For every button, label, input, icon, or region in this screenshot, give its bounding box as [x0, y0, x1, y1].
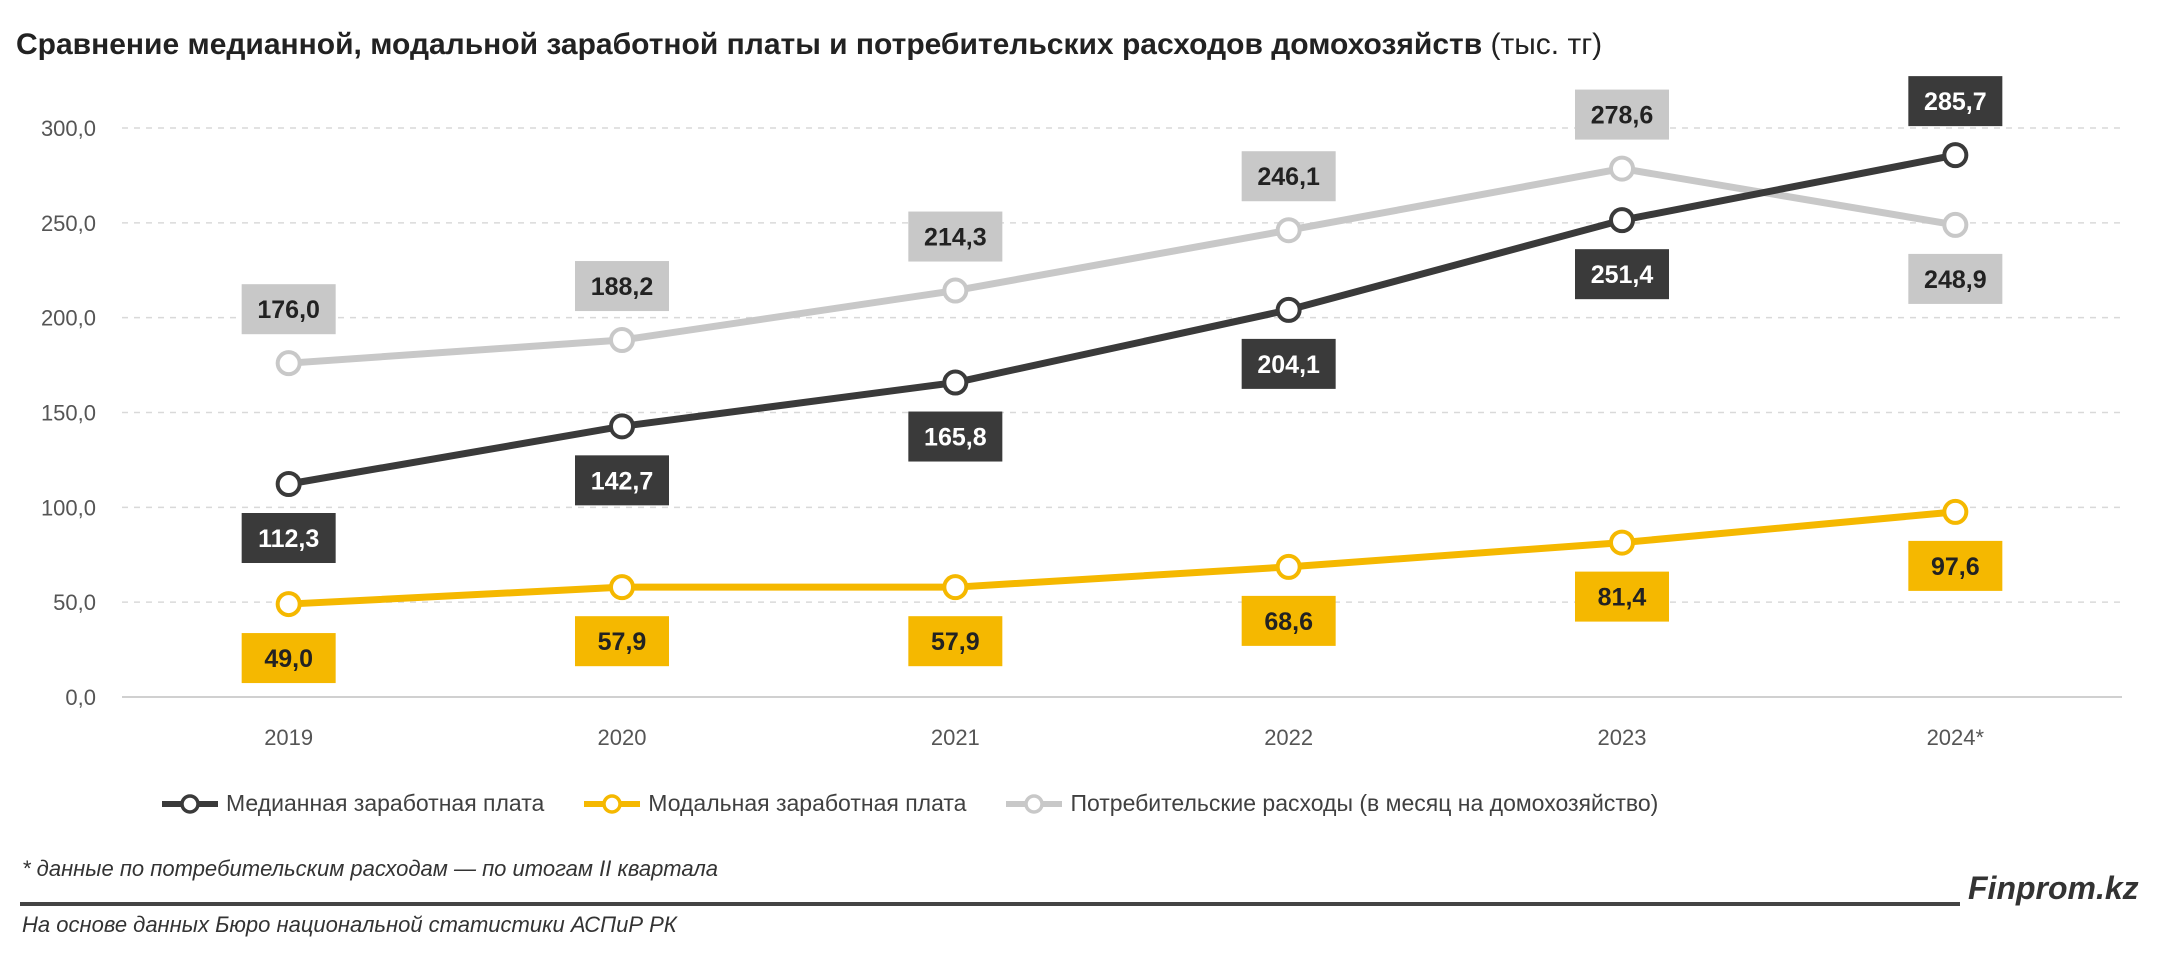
data-label-box: [1575, 571, 1669, 622]
series-line: [288, 508, 1956, 608]
y-tick-label: 50,0: [53, 590, 96, 615]
data-label: 285,7: [1924, 88, 1987, 116]
legend-label: Потребительские расходы (в месяц на домо…: [1070, 790, 1659, 816]
data-point: [1942, 211, 1969, 238]
data-label: 165,8: [924, 424, 987, 452]
series-line: [288, 151, 1957, 488]
title-unit: (тыс. тг): [1490, 28, 1603, 61]
y-tick-label: 0,0: [65, 685, 96, 710]
data-label-box: [908, 411, 1003, 462]
data-point: [609, 413, 635, 440]
data-point: [1275, 553, 1302, 580]
y-tick-label: 250,0: [41, 211, 96, 236]
data-point: [1942, 498, 1969, 525]
source-note: На основе данных Бюро национальной стати…: [22, 912, 677, 937]
data-label-box: [1241, 595, 1336, 646]
data-point: [275, 591, 302, 618]
data-label: 112,3: [258, 525, 319, 553]
data-point: [609, 327, 635, 354]
data-label: 49,0: [264, 645, 313, 673]
data-point: [1942, 142, 1969, 169]
line-chart: 0,0 50,0 100,0 150,0 200,0 250,0 300,0 2019 2020…: [41, 76, 2122, 750]
data-label: 214,3: [924, 224, 987, 252]
data-point: [942, 574, 969, 601]
data-point: [942, 369, 969, 396]
legend-item: Потребительские расходы (в месяц на домо…: [1004, 790, 1658, 817]
legend-marker-icon: [162, 793, 218, 814]
data-label: 251,4: [1591, 261, 1654, 289]
data-label-box: [908, 211, 1003, 262]
x-tick-label: 2023: [1598, 725, 1647, 750]
legend-item: Модальная заработная плата: [582, 790, 966, 817]
data-label-box: [1575, 249, 1669, 300]
data-point: [275, 471, 302, 498]
data-label-box: [1908, 253, 2003, 304]
data-label: 246,1: [1257, 163, 1320, 191]
data-label: 142,7: [591, 467, 654, 495]
data-label: 204,1: [1257, 351, 1320, 379]
divider: [20, 902, 1960, 906]
legend-marker-icon: [1006, 793, 1063, 814]
data-label: 176,0: [257, 296, 320, 324]
x-tick-label: 2021: [931, 725, 980, 750]
data-label: 68,6: [1264, 608, 1313, 636]
y-tick-label: 200,0: [41, 306, 96, 331]
data-label-box: [1908, 76, 2003, 127]
data-label-box: [908, 616, 1003, 667]
legend: Медианная заработная плата Модальная зара…: [160, 790, 1658, 817]
title-text: Сравнение медианной, модальной заработно…: [16, 28, 1483, 61]
legend-label: Модальная заработная плата: [648, 790, 967, 816]
data-label-box: [1908, 540, 2003, 591]
data-point: [1609, 155, 1635, 182]
y-tick-label: 300,0: [41, 116, 96, 141]
data-point: [942, 277, 969, 304]
data-label-box: [575, 455, 669, 506]
data-label-box: [241, 513, 336, 564]
legend-marker-icon: [584, 793, 641, 814]
x-tick-label: 2020: [598, 725, 647, 750]
brand-logo: Finprom.kz: [1968, 870, 2139, 906]
data-label-box: [1241, 338, 1336, 389]
data-label-box: [575, 616, 669, 667]
chart-title: Сравнение медианной, модальной заработно…: [16, 28, 1602, 62]
x-tick-label: 2024*: [1927, 725, 1985, 750]
data-point: [609, 574, 635, 601]
x-tick-label: 2019: [264, 725, 313, 750]
data-label: 248,9: [1924, 266, 1987, 294]
legend-label: Медианная заработная плата: [226, 790, 545, 816]
data-label: 97,6: [1931, 553, 1980, 581]
data-point: [1609, 207, 1635, 234]
data-label-box: [575, 261, 669, 312]
series-line: [288, 165, 1956, 367]
y-tick-label: 150,0: [41, 401, 96, 426]
data-label: 57,9: [598, 628, 647, 656]
footnote: * данные по потребительским расходам — п…: [22, 856, 719, 881]
data-point: [1275, 296, 1302, 323]
data-point: [1609, 529, 1635, 556]
x-tick-label: 2022: [1264, 725, 1313, 750]
data-label-box: [241, 284, 336, 335]
data-point: [1275, 217, 1302, 244]
data-label-box: [241, 633, 336, 684]
y-tick-label: 100,0: [41, 495, 96, 520]
data-point: [275, 350, 302, 377]
data-label: 278,6: [1591, 102, 1654, 130]
data-label-box: [1575, 89, 1669, 140]
data-label: 81,4: [1598, 584, 1647, 612]
data-label-box: [1241, 151, 1336, 202]
legend-item: Медианная заработная плата: [160, 790, 544, 817]
data-label: 188,2: [591, 273, 654, 301]
data-label: 57,9: [931, 628, 980, 656]
